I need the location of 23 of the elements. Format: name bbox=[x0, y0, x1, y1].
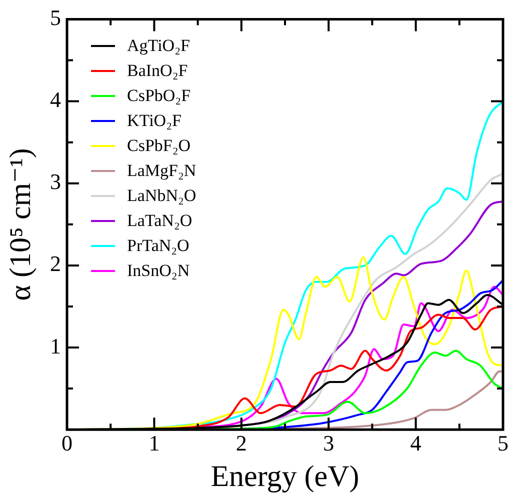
legend-label: LaMgF₂N bbox=[127, 160, 196, 182]
x-tick-label: 4 bbox=[410, 430, 422, 456]
y-tick-label: 3 bbox=[50, 169, 61, 194]
x-tick-label: 2 bbox=[236, 430, 247, 456]
legend-label: PrTaN₂O bbox=[127, 235, 190, 258]
y-tick-label: 2 bbox=[50, 251, 61, 276]
y-axis-title: α (10⁵ cm⁻¹) bbox=[4, 148, 37, 301]
legend-label: AgTiO₂F bbox=[127, 35, 190, 58]
y-tick-label: 1 bbox=[50, 333, 61, 358]
x-tick-label: 5 bbox=[498, 430, 508, 456]
legend-label: LaNbN₂O bbox=[127, 185, 196, 208]
legend-label: CsPbF₂O bbox=[127, 135, 191, 158]
legend-label: LaTaN₂O bbox=[127, 210, 192, 232]
x-tick-label: 0 bbox=[62, 430, 72, 456]
x-tick-label: 3 bbox=[323, 430, 334, 456]
legend-label: KTiO₂F bbox=[127, 110, 182, 132]
legend-label: BaInO₂F bbox=[127, 60, 188, 82]
x-axis-title: Energy (eV) bbox=[210, 460, 360, 493]
y-tick-label: 4 bbox=[50, 87, 61, 112]
legend-label: InSnO₂N bbox=[127, 260, 190, 282]
x-tick-label: 1 bbox=[148, 430, 160, 456]
y-tick-label: 5 bbox=[50, 4, 61, 30]
legend-label: CsPbO₂F bbox=[127, 85, 191, 108]
